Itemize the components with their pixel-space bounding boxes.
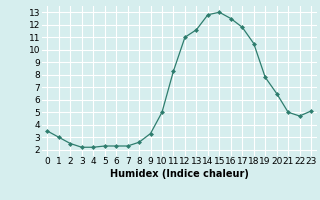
X-axis label: Humidex (Indice chaleur): Humidex (Indice chaleur) — [110, 169, 249, 179]
